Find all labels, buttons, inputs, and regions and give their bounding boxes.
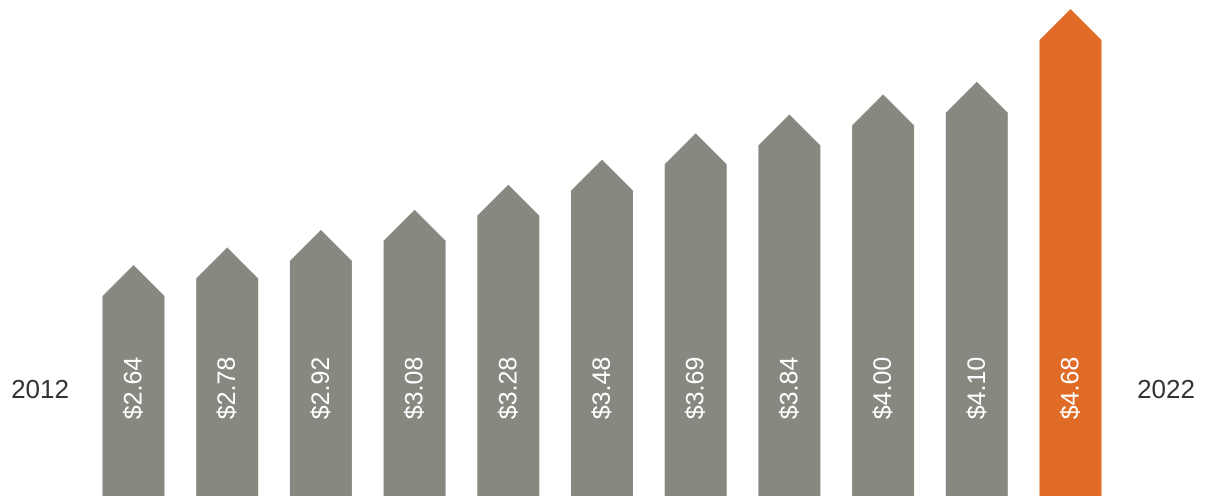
bar-value-label: $4.00	[869, 357, 897, 420]
arrow-bar	[383, 209, 446, 496]
bar-value-label: $3.84	[775, 357, 803, 420]
bars-layer: $2.64 $2.78 $2.92 $3.08 $3.28 $3.48 $3.69 $3.84…	[102, 9, 1102, 496]
arrow-bar	[102, 265, 165, 496]
arrow-bar	[664, 133, 727, 496]
arrow-bar	[571, 159, 633, 496]
arrow-bar	[196, 247, 259, 496]
end-year-label: 2022	[1137, 374, 1195, 404]
arrow-bar	[477, 184, 540, 496]
bar-value-label: $3.28	[494, 357, 522, 420]
bar-value-label: $2.78	[213, 357, 241, 420]
bar-value-label: $4.10	[963, 357, 991, 420]
arrow-bar	[1039, 9, 1102, 496]
bar-value-label: $4.68	[1057, 357, 1085, 420]
arrow-bar	[758, 114, 821, 496]
arrow-bar	[289, 229, 352, 496]
start-year-label: 2012	[11, 374, 69, 404]
bar-value-label: $3.08	[401, 357, 429, 420]
arrow-bar	[852, 94, 915, 496]
bar-value-label: $2.92	[307, 357, 335, 420]
bar-value-label: $2.64	[120, 357, 148, 420]
bar-value-label: $3.69	[682, 357, 710, 420]
arrow-bar	[945, 81, 1008, 496]
bar-value-label: $3.48	[588, 357, 616, 420]
